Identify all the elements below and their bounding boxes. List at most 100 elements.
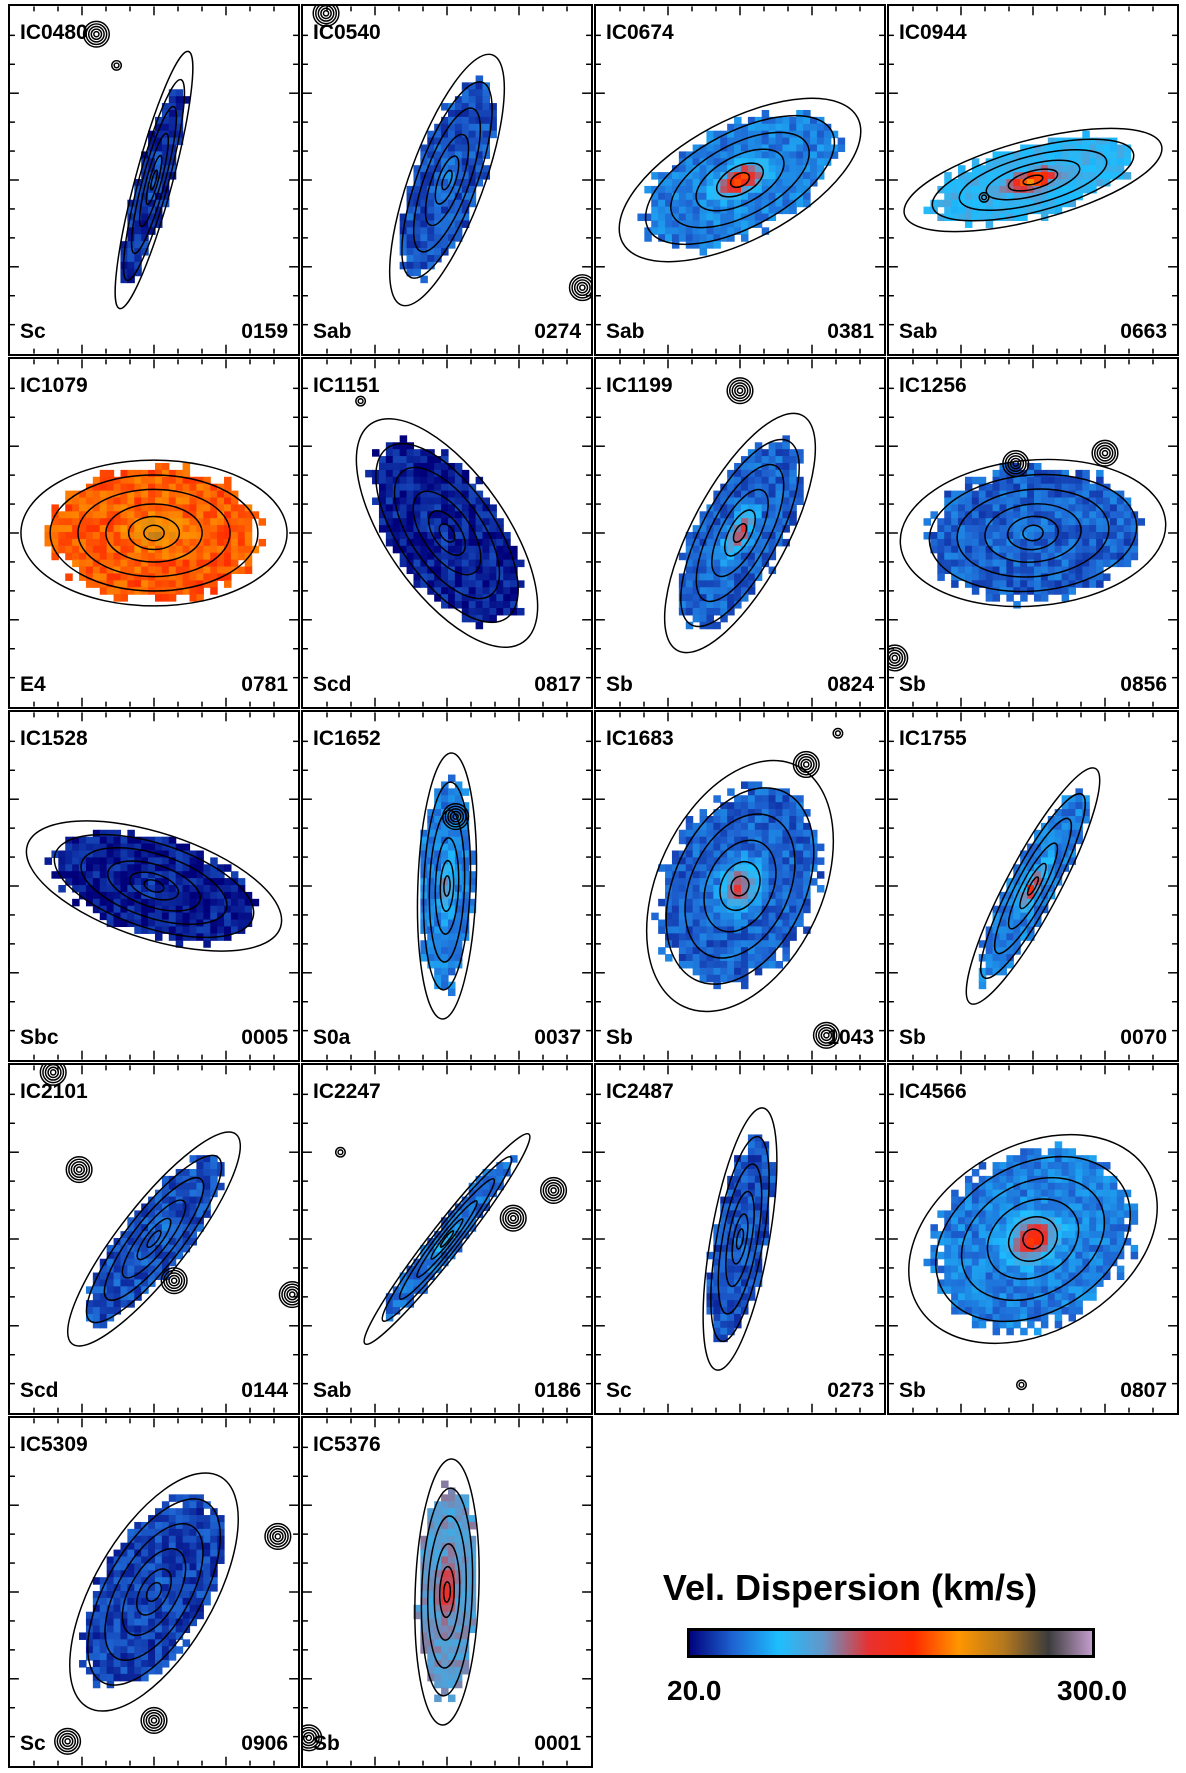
foreground-star <box>726 377 754 405</box>
galaxy-panel: IC2487 Sc 0273 <box>594 1063 886 1415</box>
hubble-type-label: Sb <box>899 1379 926 1402</box>
foreground-star <box>499 1204 527 1232</box>
hubble-type-label: S0a <box>313 1026 351 1049</box>
velocity-dispersion-map <box>889 712 1177 1060</box>
isophote-contours <box>414 1458 480 1726</box>
colorbar-gradient <box>687 1628 1095 1658</box>
velocity-dispersion-map <box>303 712 591 1060</box>
axis-ticks <box>10 6 298 354</box>
foreground-star <box>278 1280 298 1309</box>
galaxy-name-label: IC1256 <box>899 374 967 397</box>
galaxy-panel: IC0674 Sab 0381 <box>594 4 886 356</box>
axis-ticks <box>889 359 1177 707</box>
foreground-star <box>65 1156 93 1184</box>
hubble-type-label: Sc <box>20 1732 46 1755</box>
axis-ticks <box>596 6 884 354</box>
galaxy-panel: IC1079 E4 0781 <box>8 357 300 709</box>
velocity-dispersion-map <box>303 6 591 354</box>
hubble-type-label: Sab <box>899 320 938 343</box>
galaxy-panel: IC1256 Sb 0856 <box>887 357 1179 709</box>
galaxy-panel: IC1652 S0a 0037 <box>301 710 593 1062</box>
galaxy-panel: IC2247 Sab 0186 <box>301 1063 593 1415</box>
foreground-star <box>160 1267 188 1295</box>
galaxy-panel: IC1151 Scd 0817 <box>301 357 593 709</box>
galaxy-panel: IC5309 Sc 0906 <box>8 1416 300 1768</box>
galaxy-id-label: 0159 <box>241 320 288 343</box>
axis-ticks <box>303 1418 591 1766</box>
galaxy-name-label: IC2247 <box>313 1080 381 1103</box>
isophote-contours <box>663 412 817 654</box>
galaxy-name-label: IC0944 <box>899 21 967 44</box>
galaxy-panel: IC1683 Sb 1043 <box>594 710 886 1062</box>
axis-ticks <box>303 1065 591 1413</box>
foreground-star <box>832 727 844 739</box>
isophote-contours <box>355 418 539 648</box>
foreground-star <box>312 6 340 27</box>
foreground-star <box>792 750 820 779</box>
velocity-dispersion-map <box>303 359 591 707</box>
galaxy-id-label: 0663 <box>1120 320 1167 343</box>
axis-ticks <box>303 6 591 354</box>
galaxy-name-label: IC1652 <box>313 727 381 750</box>
galaxy-panel: IC0540 Sab 0274 <box>301 4 593 356</box>
colorbar-max-label: 300.0 <box>1057 1675 1128 1706</box>
galaxy-id-label: 0856 <box>1120 673 1167 696</box>
galaxy-id-label: 0186 <box>534 1379 581 1402</box>
hubble-type-label: Sc <box>20 320 46 343</box>
galaxy-id-label: 0274 <box>534 320 581 343</box>
foreground-star <box>39 1065 67 1086</box>
galaxy-panel: IC1755 Sb 0070 <box>887 710 1179 1062</box>
isophote-contours <box>20 459 288 607</box>
axis-ticks <box>10 712 298 1060</box>
hubble-type-label: Sb <box>606 1026 633 1049</box>
galaxy-panel: IC0480 Sc 0159 <box>8 4 300 356</box>
axis-ticks <box>10 1418 298 1766</box>
foreground-star <box>568 274 591 302</box>
hubble-type-label: E4 <box>20 673 46 696</box>
axis-ticks <box>596 359 884 707</box>
foreground-star <box>303 1724 323 1752</box>
isophote-contours <box>899 458 1167 608</box>
velocity-dispersion-map <box>889 359 1177 707</box>
velocity-dispersion-map <box>10 359 298 707</box>
galaxy-name-label: IC2101 <box>20 1080 88 1103</box>
galaxy-name-label: IC2487 <box>606 1080 674 1103</box>
foreground-star <box>334 1146 346 1158</box>
galaxy-id-label: 0817 <box>534 673 581 696</box>
axis-ticks <box>303 712 591 1060</box>
foreground-star <box>442 803 470 831</box>
axis-ticks <box>889 1065 1177 1413</box>
colorbar-min-label: 20.0 <box>667 1675 722 1706</box>
galaxy-panel: IC4566 Sb 0807 <box>887 1063 1179 1415</box>
velocity-dispersion-map <box>596 359 884 707</box>
galaxy-panel: IC5376 Sb 0001 <box>301 1416 593 1768</box>
velocity-dispersion-map <box>596 712 884 1060</box>
galaxy-name-label: IC0674 <box>606 21 674 44</box>
axis-ticks <box>596 712 884 1060</box>
foreground-star <box>111 59 123 71</box>
axis-ticks <box>596 1065 884 1413</box>
velocity-dispersion-map <box>10 712 298 1060</box>
galaxy-id-label: 0906 <box>241 1732 288 1755</box>
galaxy-id-label: 0005 <box>241 1026 288 1049</box>
velocity-dispersion-map <box>10 1418 298 1766</box>
foreground-star <box>812 1021 840 1049</box>
hubble-type-label: Sb <box>606 673 633 696</box>
velocity-dispersion-map <box>889 1065 1177 1413</box>
hubble-type-label: Scd <box>313 673 352 696</box>
foreground-star <box>264 1522 292 1551</box>
galaxy-name-label: IC1683 <box>606 727 674 750</box>
galaxy-id-label: 1043 <box>827 1026 874 1049</box>
velocity-dispersion-map <box>10 6 298 354</box>
velocity-dispersion-map <box>889 6 1177 354</box>
galaxy-id-label: 0807 <box>1120 1379 1167 1402</box>
velocity-dispersion-map <box>303 1065 591 1413</box>
velocity-dispersion-map <box>596 1065 884 1413</box>
isophote-contours <box>965 767 1101 1005</box>
velocity-dispersion-map <box>596 6 884 354</box>
hubble-type-label: Sb <box>899 1026 926 1049</box>
galaxy-panel: IC1199 Sb 0824 <box>594 357 886 709</box>
galaxy-name-label: IC5376 <box>313 1433 381 1456</box>
isophote-contours <box>388 53 506 307</box>
foreground-star <box>1091 439 1119 467</box>
